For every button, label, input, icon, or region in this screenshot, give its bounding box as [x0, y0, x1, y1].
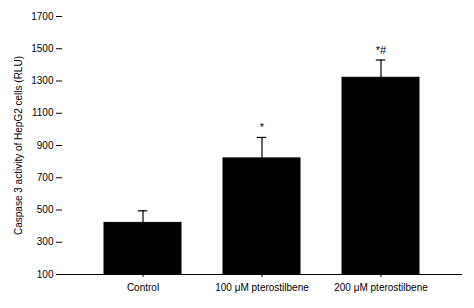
svg-text:100 μM pterostilbene: 100 μM pterostilbene	[215, 282, 309, 293]
svg-text:700: 700	[37, 172, 54, 183]
svg-text:*#: *#	[376, 44, 387, 56]
svg-text:1100: 1100	[32, 107, 54, 118]
svg-text:100: 100	[37, 269, 54, 280]
svg-text:Caspase 3 activity of HepG2 ce: Caspase 3 activity of HepG2 cells (RLU)	[13, 56, 24, 235]
svg-text:1300: 1300	[31, 75, 54, 86]
svg-text:Control: Control	[127, 282, 159, 293]
svg-text:1500: 1500	[31, 43, 54, 54]
svg-text:300: 300	[37, 236, 54, 247]
svg-text:*: *	[260, 121, 265, 133]
svg-text:900: 900	[37, 140, 54, 151]
svg-text:1700: 1700	[31, 11, 54, 22]
svg-text:500: 500	[37, 204, 54, 215]
svg-text:200 μM pterostilbene: 200 μM pterostilbene	[334, 282, 428, 293]
